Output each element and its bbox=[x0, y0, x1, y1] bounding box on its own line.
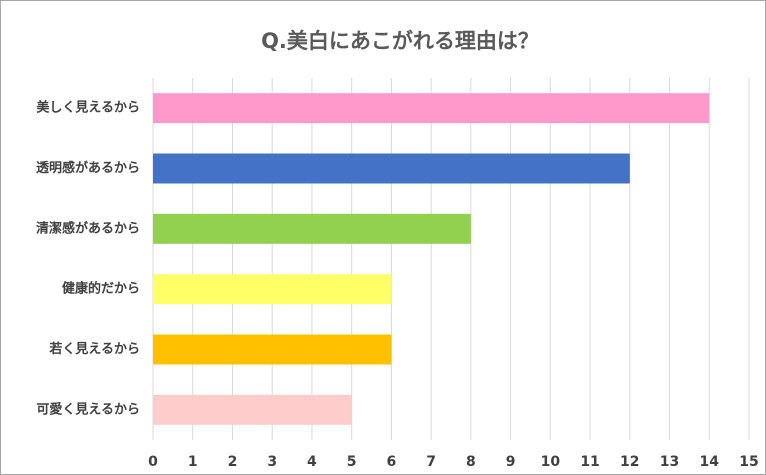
y-tick-label: 可愛く見えるから bbox=[36, 401, 140, 417]
x-tick-label: 4 bbox=[307, 454, 317, 470]
x-tick-label: 15 bbox=[739, 454, 758, 470]
x-tick-label: 14 bbox=[700, 454, 720, 470]
x-tick-label: 13 bbox=[660, 454, 679, 470]
y-tick-label: 若く見えるから bbox=[48, 341, 140, 357]
chart-title: Q.美白にあこがれる理由は？ bbox=[261, 29, 539, 53]
x-tick-label: 5 bbox=[347, 454, 357, 470]
x-tick-label: 2 bbox=[228, 454, 238, 470]
x-tick-label: 12 bbox=[620, 454, 639, 470]
bar bbox=[153, 213, 471, 244]
bar bbox=[153, 334, 392, 365]
x-tick-label: 3 bbox=[267, 454, 277, 470]
y-tick-label: 透明感があるから bbox=[36, 160, 140, 176]
bar bbox=[153, 93, 710, 124]
x-tick-label: 6 bbox=[387, 454, 397, 470]
y-tick-label: 健康的だから bbox=[62, 281, 140, 297]
y-tick-label: 清潔感があるから bbox=[36, 220, 140, 236]
y-tick-label: 美しく見えるから bbox=[36, 100, 140, 116]
x-tick-label: 0 bbox=[148, 454, 158, 470]
x-tick-label: 10 bbox=[541, 454, 561, 470]
x-tick-label: 11 bbox=[580, 454, 599, 470]
bar bbox=[153, 394, 352, 425]
x-tick-label: 7 bbox=[426, 454, 436, 470]
x-tick-label: 8 bbox=[466, 454, 476, 470]
x-tick-label: 9 bbox=[506, 454, 516, 470]
bar bbox=[153, 153, 630, 184]
x-tick-label: 1 bbox=[188, 454, 198, 470]
bar bbox=[153, 274, 392, 305]
